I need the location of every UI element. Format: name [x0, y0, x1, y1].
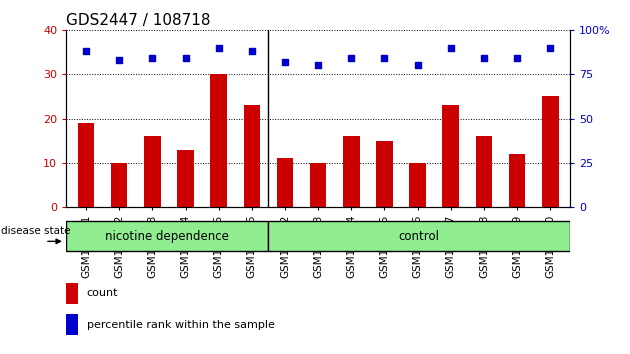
- Point: [512, 56, 522, 61]
- Bar: [66, 314, 77, 335]
- Point: [545, 45, 555, 51]
- Bar: [442, 105, 459, 207]
- Point: [446, 45, 456, 51]
- Bar: [244, 105, 260, 207]
- Bar: [144, 136, 161, 207]
- Point: [479, 56, 489, 61]
- Point: [247, 48, 257, 54]
- Point: [214, 45, 224, 51]
- Text: count: count: [87, 288, 118, 298]
- Bar: [310, 163, 326, 207]
- Text: control: control: [398, 230, 440, 243]
- Bar: [277, 159, 294, 207]
- Bar: [376, 141, 392, 207]
- Point: [180, 56, 190, 61]
- Bar: [77, 123, 94, 207]
- Point: [379, 56, 389, 61]
- Bar: [542, 96, 559, 207]
- FancyBboxPatch shape: [66, 221, 268, 251]
- Bar: [177, 149, 194, 207]
- Point: [147, 56, 158, 61]
- Point: [81, 48, 91, 54]
- Point: [280, 59, 290, 65]
- Point: [114, 57, 124, 63]
- Bar: [509, 154, 525, 207]
- Point: [313, 63, 323, 68]
- FancyBboxPatch shape: [268, 221, 570, 251]
- Bar: [210, 74, 227, 207]
- Point: [346, 56, 357, 61]
- Bar: [66, 282, 77, 304]
- Bar: [476, 136, 492, 207]
- Bar: [410, 163, 426, 207]
- Text: GDS2447 / 108718: GDS2447 / 108718: [66, 12, 210, 28]
- Point: [413, 63, 423, 68]
- Bar: [343, 136, 360, 207]
- Text: percentile rank within the sample: percentile rank within the sample: [87, 320, 275, 330]
- Text: nicotine dependence: nicotine dependence: [105, 230, 229, 243]
- Bar: [111, 163, 127, 207]
- Text: disease state: disease state: [1, 226, 71, 236]
